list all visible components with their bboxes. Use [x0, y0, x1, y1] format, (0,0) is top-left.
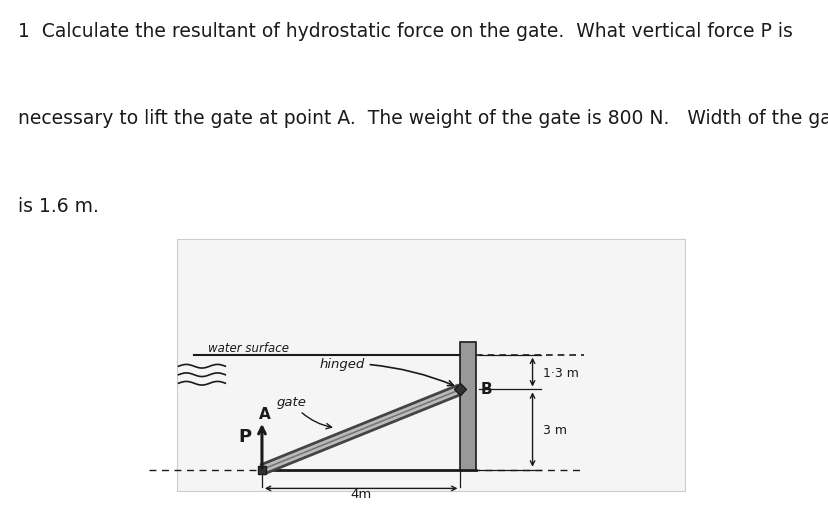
- Text: 4m: 4m: [350, 487, 371, 500]
- Text: A: A: [259, 406, 271, 421]
- Text: water surface: water surface: [208, 341, 289, 355]
- Text: B: B: [480, 381, 492, 396]
- Text: P: P: [238, 428, 251, 445]
- Bar: [460, 342, 475, 470]
- Text: necessary to lift the gate at point A.  The weight of the gate is 800 N.   Width: necessary to lift the gate at point A. T…: [18, 109, 828, 128]
- Text: gate: gate: [277, 395, 331, 429]
- Text: is 1.6 m.: is 1.6 m.: [18, 196, 99, 215]
- Text: 1·3 m: 1·3 m: [542, 366, 578, 379]
- Text: 3 m: 3 m: [542, 423, 566, 436]
- Text: hinged: hinged: [319, 357, 453, 386]
- FancyBboxPatch shape: [177, 239, 684, 491]
- Text: 1  Calculate the resultant of hydrostatic force on the gate.  What vertical forc: 1 Calculate the resultant of hydrostatic…: [18, 22, 792, 41]
